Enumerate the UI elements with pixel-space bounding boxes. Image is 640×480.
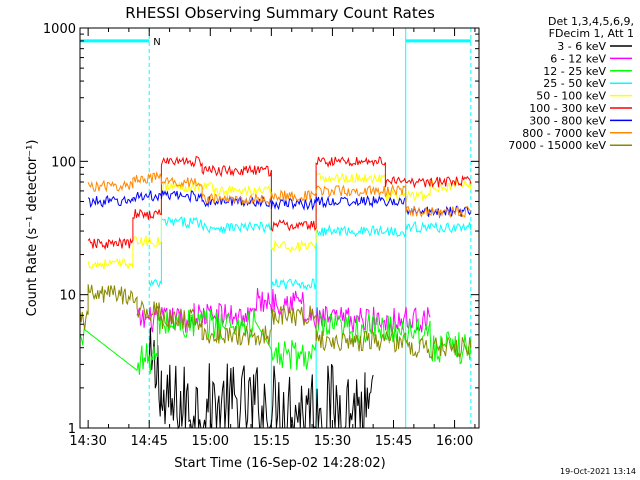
marker-label: N [153,37,160,48]
chart-title: RHESSI Observing Summary Count Rates [125,4,435,22]
legend-header-line-2: FDecim 1, Att 1 [549,27,634,40]
series-line [148,327,374,430]
series-line [136,288,431,333]
legend-label: 6 - 12 keV [550,52,606,65]
legend-header-line-1: Det 1,3,4,5,6,9, [548,15,634,28]
legend-label: 800 - 7000 keV [522,127,606,140]
x-tick-label: 16:00 [436,434,473,449]
y-tick-label: 10 [59,289,76,304]
plot-area: N 14:30 14:45 15:00 15:15 15:30 15:45 16:00 11… [43,22,480,449]
x-axis-label: Start Time (16-Sep-02 14:28:02) [174,456,385,471]
series-line [87,170,472,219]
x-tick-label: 15:30 [314,434,351,449]
x-tick-label: 15:00 [192,434,229,449]
y-axis: 1 10 100 1000 [43,22,479,437]
generation-timestamp: 19-Oct-2021 13:14 [560,467,636,476]
x-axis: 14:30 14:45 15:00 15:15 15:30 15:45 16:00 [69,28,476,449]
y-tick-label: 1 [68,422,76,437]
x-tick-label: 15:15 [253,434,290,449]
series-line [79,284,472,360]
x-tick-label: 15:45 [375,434,412,449]
legend-label: 100 - 300 keV [529,102,606,115]
legend-label: 50 - 100 keV [536,90,606,103]
legend-label: 7000 - 15000 keV [508,139,606,152]
legend-label: 12 - 25 keV [543,65,606,78]
series-line [148,216,472,291]
x-tick-label: 14:30 [69,434,106,449]
legend-label: 3 - 6 keV [557,40,606,53]
plot-frame [79,27,480,429]
y-axis-label: Count Rate (s⁻¹ detector⁻¹) [25,140,40,317]
y-tick-label: 1000 [43,22,76,37]
legend-label: 300 - 800 keV [529,114,606,127]
series-line [87,155,472,251]
legend-header: Det 1,3,4,5,6,9, FDecim 1, Att 1 [548,15,634,40]
x-tick-label: 14:45 [130,434,167,449]
series-line [79,308,472,375]
series-line [87,172,472,270]
series-lines [79,155,472,430]
y-tick-label: 100 [51,155,76,170]
legend-label: 25 - 50 keV [543,77,606,90]
